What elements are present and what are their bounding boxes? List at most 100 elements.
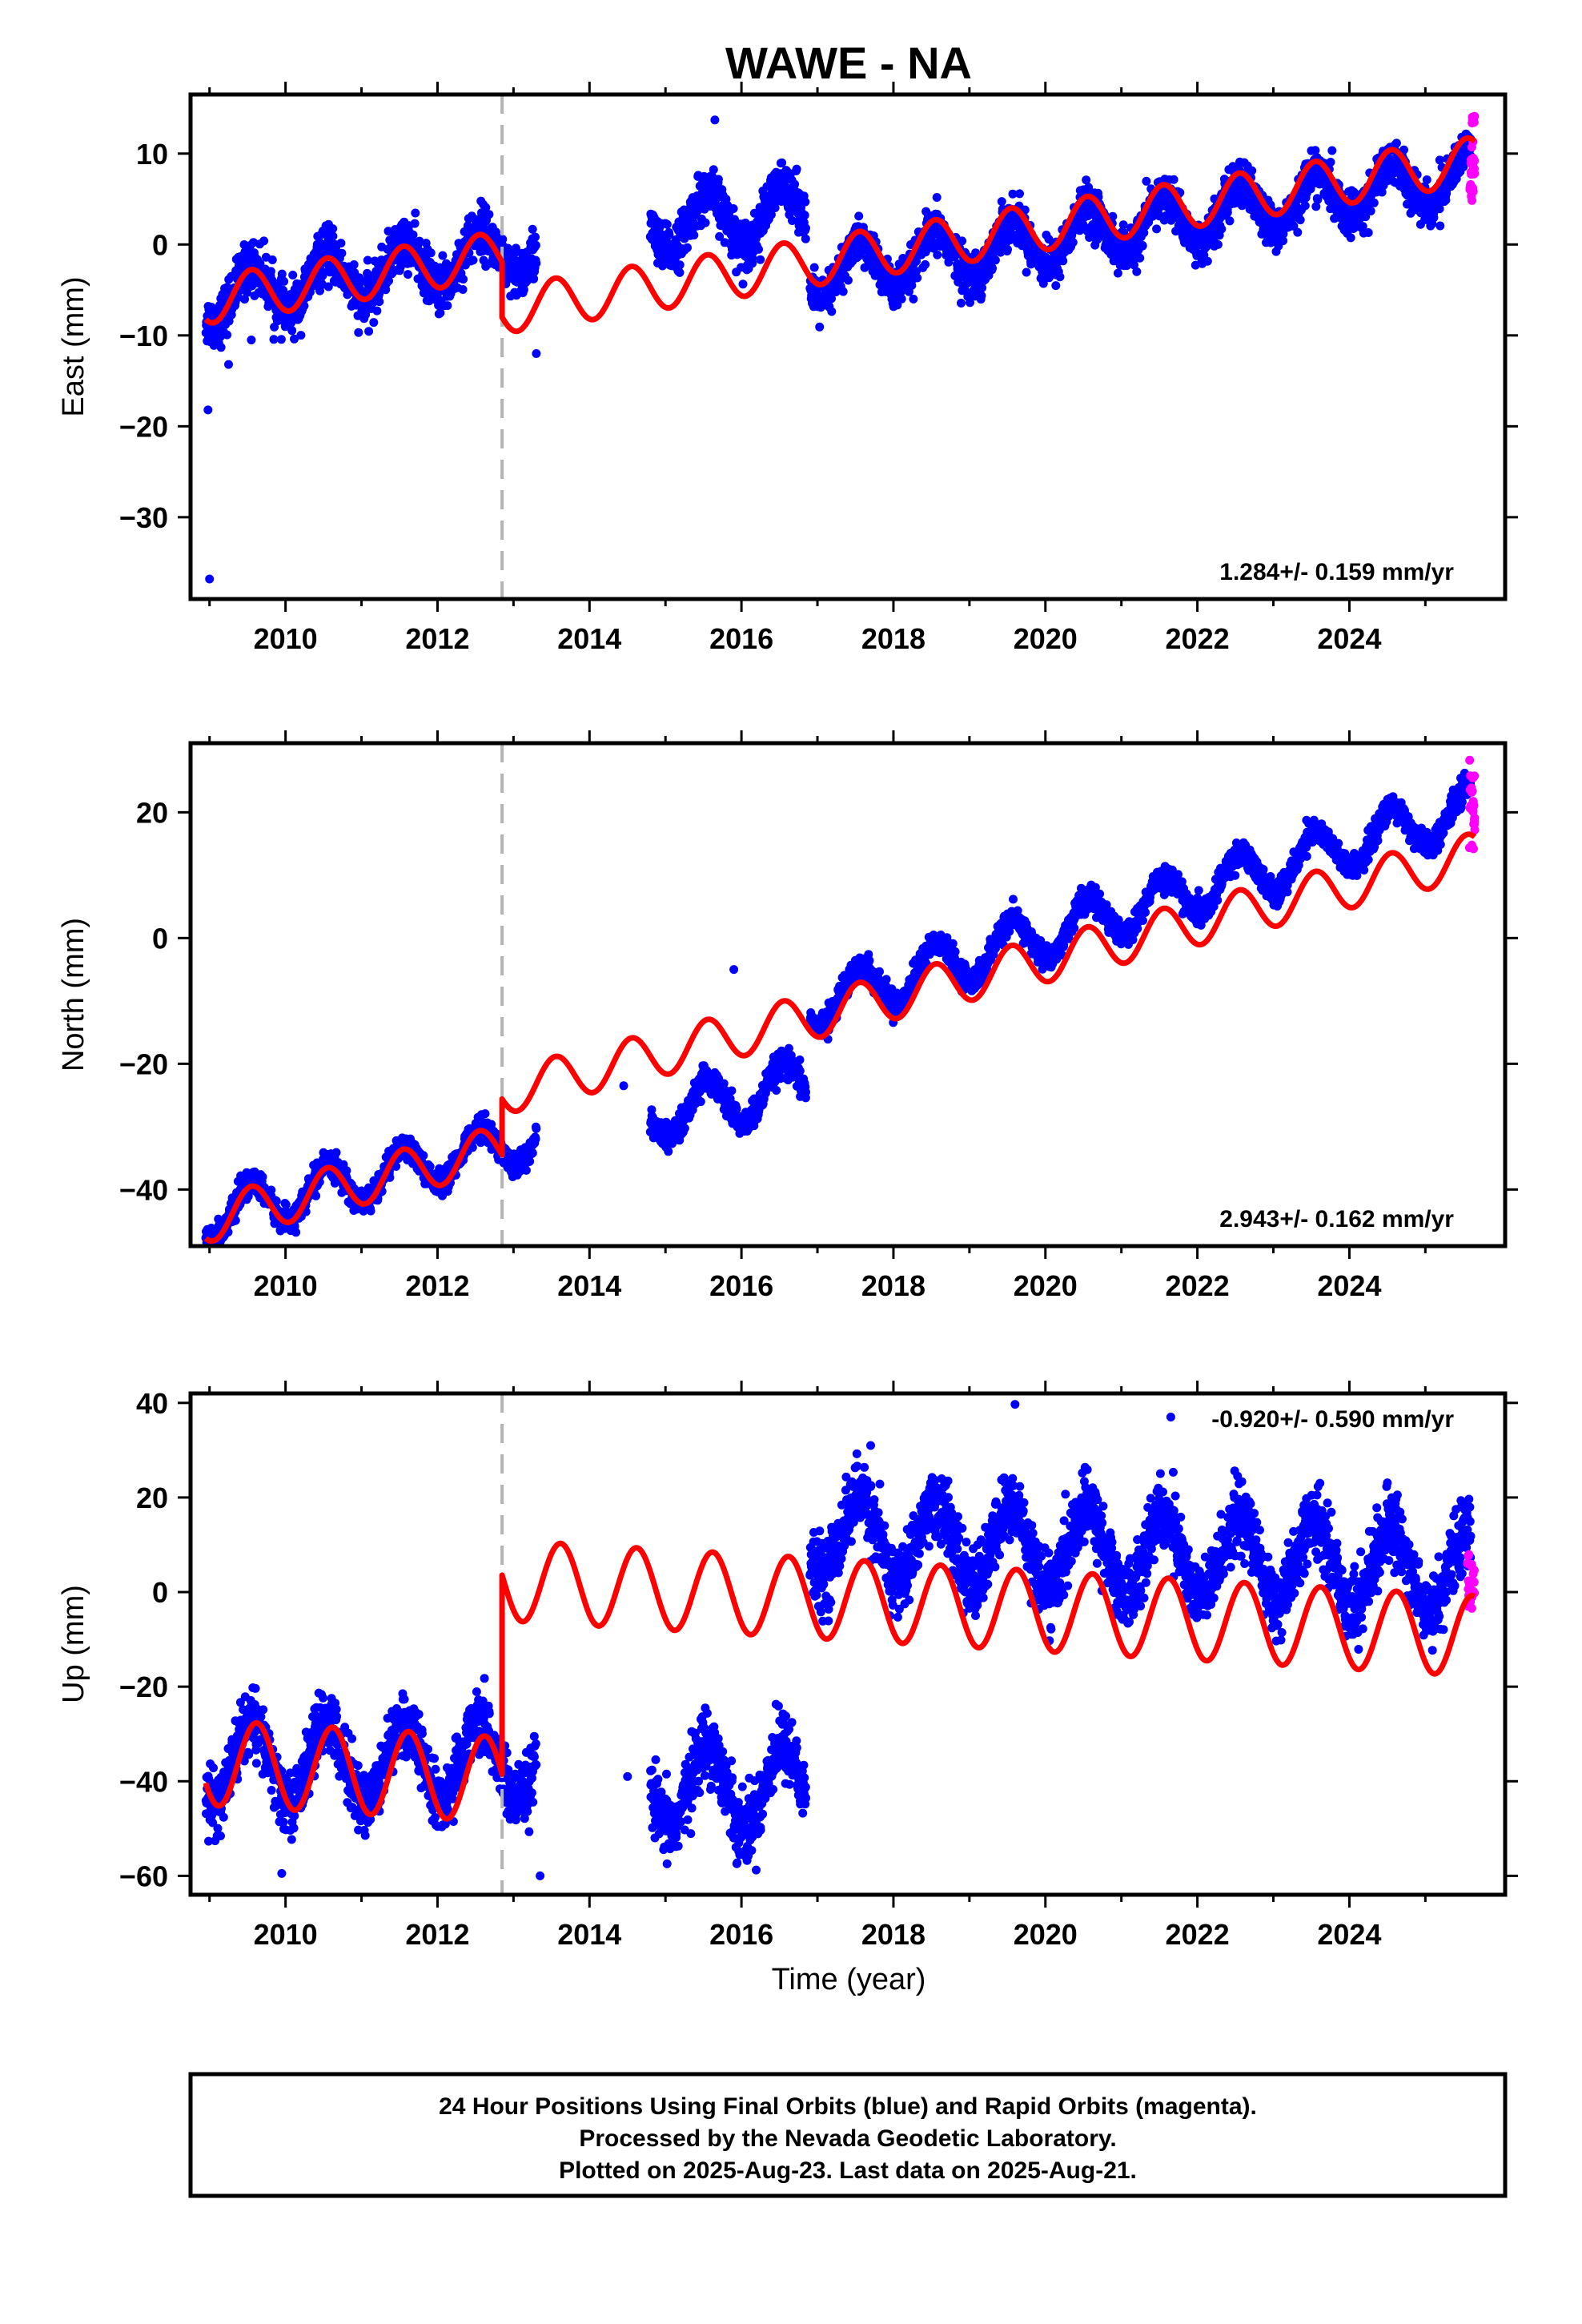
final-orbit-point: [1369, 198, 1379, 207]
final-orbit-point: [1429, 213, 1439, 223]
final-orbit-point: [913, 273, 922, 283]
final-orbit-point: [531, 232, 540, 242]
final-orbit-point: [364, 327, 374, 336]
final-orbit-point: [1435, 155, 1444, 165]
final-orbit-point: [932, 193, 942, 202]
final-orbit-point: [997, 197, 1006, 207]
y-tick-label: −30: [119, 501, 168, 534]
x-tick-label: 2012: [405, 622, 469, 655]
final-orbit-point: [408, 230, 418, 239]
final-orbit-point: [854, 211, 864, 221]
final-orbit-point: [410, 219, 420, 228]
outlier-point: [532, 349, 541, 358]
final-orbit-point: [843, 275, 853, 285]
east-y-axis-label: East (mm): [57, 276, 90, 416]
final-orbit-point: [1327, 146, 1337, 155]
final-orbit-point: [1058, 256, 1068, 266]
final-orbit-point: [1247, 166, 1257, 175]
final-orbit-point: [827, 294, 836, 304]
rapid-orbit-point: [1467, 191, 1476, 201]
final-orbit-point: [1217, 224, 1227, 234]
final-orbit-point: [528, 224, 537, 234]
final-orbit-point: [519, 285, 528, 295]
final-orbit-point: [1223, 208, 1232, 217]
final-orbit-point: [790, 179, 800, 189]
final-orbit-point: [277, 269, 287, 279]
final-orbit-point: [276, 335, 286, 344]
final-orbit-point: [1139, 228, 1149, 238]
final-orbit-point: [801, 197, 810, 207]
final-orbit-point: [801, 234, 810, 243]
final-orbit-point: [1442, 189, 1452, 199]
final-orbit-point: [331, 1148, 341, 1157]
final-orbit-point: [766, 210, 776, 219]
final-orbit-point: [1191, 260, 1200, 270]
final-orbit-point: [1051, 281, 1061, 291]
x-tick-label: 2014: [557, 622, 621, 655]
final-orbit-point: [1022, 267, 1031, 277]
final-orbit-point: [267, 1185, 276, 1195]
x-tick-label: 2016: [709, 622, 773, 655]
final-orbit-point: [1326, 158, 1335, 167]
final-orbit-point: [1311, 202, 1321, 211]
final-orbit-point: [296, 331, 306, 340]
final-orbit-point: [1377, 187, 1387, 197]
final-orbit-point: [468, 255, 478, 265]
final-orbit-point: [269, 335, 279, 344]
final-orbit-point: [1441, 195, 1451, 205]
y-tick-label: −10: [119, 320, 168, 352]
final-orbit-point: [665, 231, 674, 240]
final-orbit-point: [1346, 233, 1355, 243]
final-orbit-point: [800, 211, 809, 220]
final-orbit-point: [396, 262, 405, 271]
final-orbit-point: [1422, 175, 1431, 184]
y-tick-label: −20: [119, 410, 168, 443]
final-orbit-point: [990, 255, 1000, 265]
final-orbit-point: [1118, 220, 1128, 230]
final-orbit-point: [1038, 279, 1048, 288]
final-orbit-point: [291, 1228, 301, 1237]
final-orbit-point: [231, 1216, 240, 1225]
x-tick-label: 2022: [1166, 622, 1230, 655]
final-orbit-point: [1225, 216, 1235, 226]
east-frame: [188, 92, 1508, 601]
final-orbit-point: [777, 158, 787, 167]
east-panel: 2010 2012 2014 2016 2018 2020 2022 2024100−10−2…: [57, 82, 1518, 655]
y-tick-label: 0: [152, 228, 168, 261]
x-tick-label: 2020: [1014, 622, 1078, 655]
final-orbit-point: [756, 255, 765, 264]
outlier-point: [247, 336, 256, 344]
final-orbit-point: [1138, 241, 1147, 251]
final-orbit-point: [372, 306, 382, 316]
final-orbit-point: [809, 263, 819, 272]
final-orbit-point: [827, 307, 837, 316]
x-tick-label: 2018: [861, 622, 926, 655]
final-orbit-point: [203, 1247, 212, 1256]
final-orbit-point: [801, 223, 810, 233]
final-orbit-point: [897, 294, 906, 304]
final-orbit-point: [729, 204, 738, 213]
final-orbit-point: [484, 210, 494, 219]
outlier-point: [205, 574, 215, 584]
final-orbit-point: [838, 287, 848, 296]
chart-title: WAWE - NA: [725, 38, 972, 88]
final-orbit-point: [213, 1248, 222, 1257]
final-orbit-point: [1068, 238, 1078, 247]
x-tick-label: 2024: [1317, 622, 1381, 655]
outlier-point: [224, 360, 233, 369]
final-orbit-point: [713, 175, 723, 184]
final-orbit-point: [323, 282, 333, 292]
final-orbit-point: [1358, 222, 1367, 231]
east-rapid-orbit-points: [1465, 111, 1480, 205]
final-orbit-point: [287, 326, 297, 336]
final-orbit-point: [754, 244, 763, 254]
final-orbit-point: [443, 301, 452, 311]
final-orbit-point: [419, 1151, 428, 1160]
final-orbit-point: [436, 308, 445, 318]
final-orbit-point: [419, 288, 428, 298]
final-orbit-point: [1435, 221, 1445, 231]
final-orbit-point: [438, 251, 448, 260]
final-orbit-point: [788, 216, 797, 225]
final-orbit-point: [349, 260, 359, 269]
final-orbit-point: [1082, 175, 1091, 185]
